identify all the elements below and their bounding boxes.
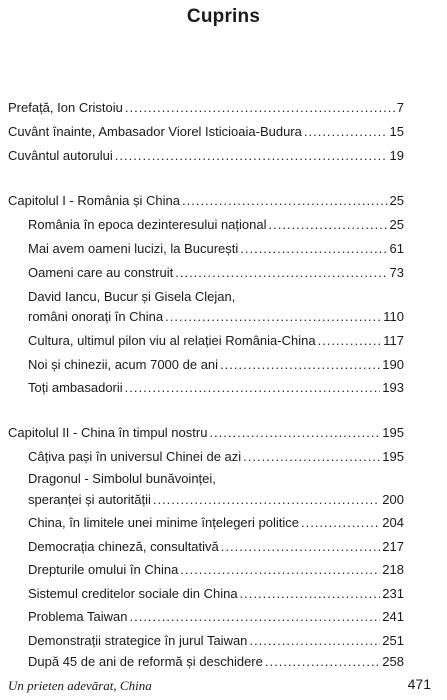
toc-page-number: 61: [389, 241, 404, 256]
chapter-title: Capitolul II - China în timpul nostru: [8, 425, 208, 440]
toc-page-number: 204: [382, 515, 404, 530]
dot-leader: [249, 631, 380, 651]
toc-page-number: 195: [382, 449, 404, 464]
toc-entry[interactable]: Prefață, Ion Cristoiu 7: [8, 98, 404, 118]
toc-entry-text: Oameni care au construit: [28, 265, 174, 280]
toc-entry[interactable]: Cuvânt înainte, Ambasador Viorel Isticio…: [8, 122, 404, 142]
dot-leader: [301, 513, 380, 533]
toc-page-number: 73: [389, 265, 404, 280]
dot-leader: [175, 263, 387, 283]
toc-entry-text: China, în limitele unei minime înțeleger…: [28, 515, 299, 530]
toc-entry[interactable]: Mai avem oameni lucizi, la București 61: [28, 239, 404, 259]
chapter-heading[interactable]: Capitolul I - România și China 25: [8, 191, 404, 211]
toc-entry-text: După 45 de ani de reformă și deschidere: [28, 654, 263, 669]
toc-entry-text-line1[interactable]: Dragonul - Simbolul bunăvoinței,: [28, 471, 216, 486]
toc-page-number: 195: [382, 425, 404, 440]
chapter-heading[interactable]: Capitolul II - China în timpul nostru 19…: [8, 423, 404, 443]
toc-page-number: 190: [382, 357, 404, 372]
toc-page-number: 7: [396, 100, 404, 115]
dot-leader: [220, 355, 380, 375]
toc-entry[interactable]: Drepturile omului în China 218: [28, 560, 404, 580]
toc-entry[interactable]: România în epoca dezinteresului național…: [28, 215, 404, 235]
dot-leader: [265, 652, 380, 672]
dot-leader: [129, 607, 380, 627]
toc-entry[interactable]: Toți ambasadorii 193: [28, 378, 404, 398]
running-footer-title: Un prieten adevărat, China: [8, 678, 152, 693]
toc-entry[interactable]: Demonstrații strategice în jurul Taiwan …: [28, 631, 404, 651]
toc-page-number: 19: [389, 148, 404, 163]
toc-page-number: 110: [383, 309, 404, 324]
page-title: Cuprins: [186, 6, 261, 27]
toc-entry[interactable]: Oameni care au construit 73: [28, 263, 404, 283]
dot-leader: [125, 98, 395, 118]
toc-entry-text: Democrația chineză, consultativă: [28, 539, 219, 554]
dot-leader: [165, 307, 381, 327]
toc-page-number: 218: [382, 562, 404, 577]
dot-leader: [318, 331, 382, 351]
toc-entry[interactable]: Sistemul creditelor sociale din China 23…: [28, 584, 404, 604]
dot-leader: [153, 490, 380, 510]
dot-leader: [304, 122, 388, 142]
toc-page-number: 251: [382, 633, 404, 648]
toc-entry-text-line1[interactable]: David Iancu, Bucur și Gisela Clejan,: [28, 289, 236, 304]
toc-entry[interactable]: Problema Taiwan 241: [28, 607, 404, 627]
toc-entry-text: Cultura, ultimul pilon viu al relației R…: [28, 333, 316, 348]
dot-leader: [240, 584, 381, 604]
toc-entry[interactable]: Cultura, ultimul pilon viu al relației R…: [28, 331, 404, 351]
dot-leader: [269, 215, 388, 235]
toc-page-number: 231: [382, 586, 404, 601]
toc-entry[interactable]: Cuvântul autorului 19: [8, 146, 404, 166]
toc-entry-text: Sistemul creditelor sociale din China: [28, 586, 238, 601]
toc-entry-text: Prefață, Ion Cristoiu: [8, 100, 123, 115]
toc-entry-text: speranței și autorității: [28, 492, 151, 507]
toc-page-number: 200: [382, 492, 404, 507]
dot-leader: [221, 537, 381, 557]
toc-entry-text: Drepturile omului în China: [28, 562, 179, 577]
toc-entry-text: Câțiva pași în universul Chinei de azi: [28, 449, 242, 464]
dot-leader: [243, 447, 380, 467]
toc-page-number: 15: [389, 124, 404, 139]
toc-entry-text: români onorați în China: [28, 309, 164, 324]
dot-leader: [209, 423, 380, 443]
toc-entry-text: Demonstrații strategice în jurul Taiwan: [28, 633, 248, 648]
toc-page-number: 217: [382, 539, 404, 554]
toc-page-number: 258: [382, 654, 404, 669]
toc-entry[interactable]: speranței și autorității 200: [28, 490, 404, 510]
dot-leader: [182, 191, 388, 211]
chapter-title: Capitolul I - România și China: [8, 193, 180, 208]
toc-page-number: 193: [382, 380, 404, 395]
toc-entry[interactable]: China, în limitele unei minime înțeleger…: [28, 513, 404, 533]
toc-entry-text: Cuvânt înainte, Ambasador Viorel Isticio…: [8, 124, 302, 139]
dot-leader: [125, 378, 381, 398]
toc-page-number: 117: [383, 333, 404, 348]
toc-page-number: 25: [389, 217, 404, 232]
toc-entry[interactable]: După 45 de ani de reformă și deschidere …: [28, 652, 404, 672]
toc-entry-text: Mai avem oameni lucizi, la București: [28, 241, 239, 256]
toc-page-number: 241: [382, 609, 404, 624]
toc-entry-text: România în epoca dezinteresului național: [28, 217, 267, 232]
dot-leader: [115, 146, 388, 166]
toc-page-number: 25: [389, 193, 404, 208]
page-number: 471: [407, 676, 431, 692]
toc-entry[interactable]: Noi și chinezii, acum 7000 de ani 190: [28, 355, 404, 375]
toc-entry-text: Problema Taiwan: [28, 609, 128, 624]
toc-entry[interactable]: români onorați în China 110: [28, 307, 404, 327]
dot-leader: [240, 239, 387, 259]
toc-entry-text: Noi și chinezii, acum 7000 de ani: [28, 357, 219, 372]
toc-entry[interactable]: Democrația chineză, consultativă 217: [28, 537, 404, 557]
toc-entry[interactable]: Câțiva pași în universul Chinei de azi 1…: [28, 447, 404, 467]
toc-entry-text: Toți ambasadorii: [28, 380, 123, 395]
toc-entry-text: Cuvântul autorului: [8, 148, 113, 163]
dot-leader: [180, 560, 380, 580]
